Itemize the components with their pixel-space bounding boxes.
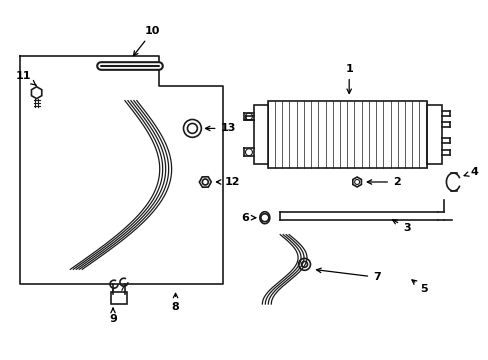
Text: 5: 5 xyxy=(411,280,427,294)
Ellipse shape xyxy=(101,63,111,69)
Text: 11: 11 xyxy=(16,71,36,85)
Text: 13: 13 xyxy=(205,123,235,134)
Bar xyxy=(267,100,426,168)
Text: 6: 6 xyxy=(241,213,255,223)
Text: 1: 1 xyxy=(345,64,352,94)
Text: 9: 9 xyxy=(109,308,117,324)
Circle shape xyxy=(260,214,268,222)
Text: 8: 8 xyxy=(171,293,179,312)
Circle shape xyxy=(301,261,307,267)
Circle shape xyxy=(202,179,208,185)
Bar xyxy=(253,105,267,164)
Circle shape xyxy=(187,123,197,133)
Circle shape xyxy=(354,180,359,184)
Circle shape xyxy=(245,113,252,120)
Text: 7: 7 xyxy=(316,268,380,282)
Circle shape xyxy=(298,258,310,270)
Text: 10: 10 xyxy=(133,26,160,56)
Text: 2: 2 xyxy=(366,177,400,187)
Bar xyxy=(111,292,127,304)
Bar xyxy=(426,105,442,164)
Circle shape xyxy=(183,120,201,137)
Text: 3: 3 xyxy=(392,220,410,233)
Circle shape xyxy=(245,149,252,156)
Text: 12: 12 xyxy=(216,177,239,187)
Text: 4: 4 xyxy=(463,167,477,177)
